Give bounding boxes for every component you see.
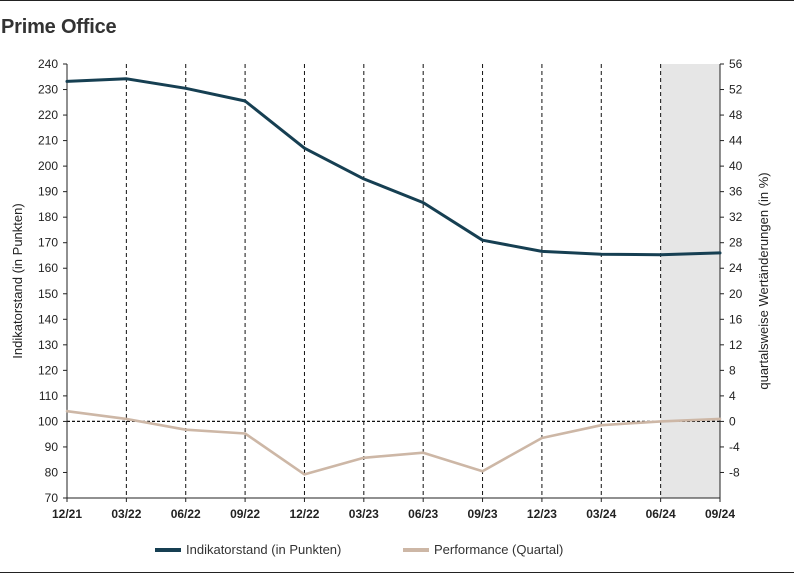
x-tick-label: 06/22 <box>171 507 201 521</box>
right-tick-label: 28 <box>729 236 743 250</box>
right-tick-label: 56 <box>729 57 743 71</box>
left-tick-label: 130 <box>38 338 58 352</box>
x-tick-label: 03/24 <box>586 507 616 521</box>
right-tick-label: 12 <box>729 338 743 352</box>
right-tick-label: 36 <box>729 185 743 199</box>
right-tick-label: 44 <box>729 134 743 148</box>
series-line-indikatorstand <box>65 77 722 257</box>
left-tick-label: 90 <box>45 440 59 454</box>
bottom-rule <box>0 572 794 573</box>
x-tick-label: 12/23 <box>527 507 557 521</box>
left-tick-label: 160 <box>38 261 58 275</box>
x-tick-label: 12/22 <box>289 507 319 521</box>
left-tick-label: 140 <box>38 312 58 326</box>
series-line-performance <box>65 409 722 476</box>
left-tick-label: 150 <box>38 287 58 301</box>
right-tick-label: 4 <box>729 389 736 403</box>
legend-item-indikatorstand: Indikatorstand (in Punkten) <box>155 542 341 557</box>
right-tick-label: 52 <box>729 83 743 97</box>
y-axis-left-label: Indikatorstand (in Punkten) <box>10 203 25 358</box>
left-tick-label: 80 <box>45 465 59 479</box>
left-tick-label: 240 <box>38 57 58 71</box>
left-tick-label: 210 <box>38 134 58 148</box>
left-tick-label: 220 <box>38 108 58 122</box>
legend-label-indikatorstand: Indikatorstand (in Punkten) <box>186 542 342 557</box>
left-tick-label: 200 <box>38 159 58 173</box>
right-tick-label: -8 <box>729 465 740 479</box>
top-rule <box>0 0 794 1</box>
right-tick-label: 16 <box>729 312 743 326</box>
legend-swatch-performance <box>403 547 429 552</box>
right-tick-label: 32 <box>729 210 743 224</box>
x-tick-label: 09/24 <box>705 507 735 521</box>
chart-title: Prime Office <box>1 16 117 38</box>
right-tick-label: 8 <box>729 363 736 377</box>
legend-item-performance: Performance (Quartal) <box>403 542 563 557</box>
right-tick-label: 0 <box>729 414 736 428</box>
x-tick-label: 03/22 <box>111 507 141 521</box>
x-tick-label: 09/22 <box>230 507 260 521</box>
left-tick-label: 110 <box>39 389 58 403</box>
right-tick-label: 48 <box>729 108 743 122</box>
left-tick-label: 120 <box>38 363 58 377</box>
right-tick-label: 24 <box>729 261 743 275</box>
left-tick-label: 70 <box>45 491 59 505</box>
left-tick-label: 100 <box>38 414 58 428</box>
x-tick-label: 06/23 <box>408 507 438 521</box>
x-tick-label: 06/24 <box>646 507 676 521</box>
right-tick-label: 20 <box>729 287 743 301</box>
right-tick-label: 40 <box>729 159 743 173</box>
y-axis-right-label: quartalsweise Wertänderungen (in %) <box>756 172 771 389</box>
right-tick-label: -4 <box>729 440 740 454</box>
left-tick-label: 190 <box>38 185 58 199</box>
legend-swatch-indikatorstand <box>155 547 181 552</box>
left-tick-label: 170 <box>38 236 58 250</box>
left-tick-label: 180 <box>38 210 58 224</box>
legend-label-performance: Performance (Quartal) <box>434 542 564 557</box>
x-tick-label: 03/23 <box>349 507 379 521</box>
x-tick-label: 09/23 <box>468 507 498 521</box>
x-tick-label: 12/21 <box>52 507 82 521</box>
left-tick-label: 230 <box>38 83 58 97</box>
shaded-region <box>660 64 720 498</box>
